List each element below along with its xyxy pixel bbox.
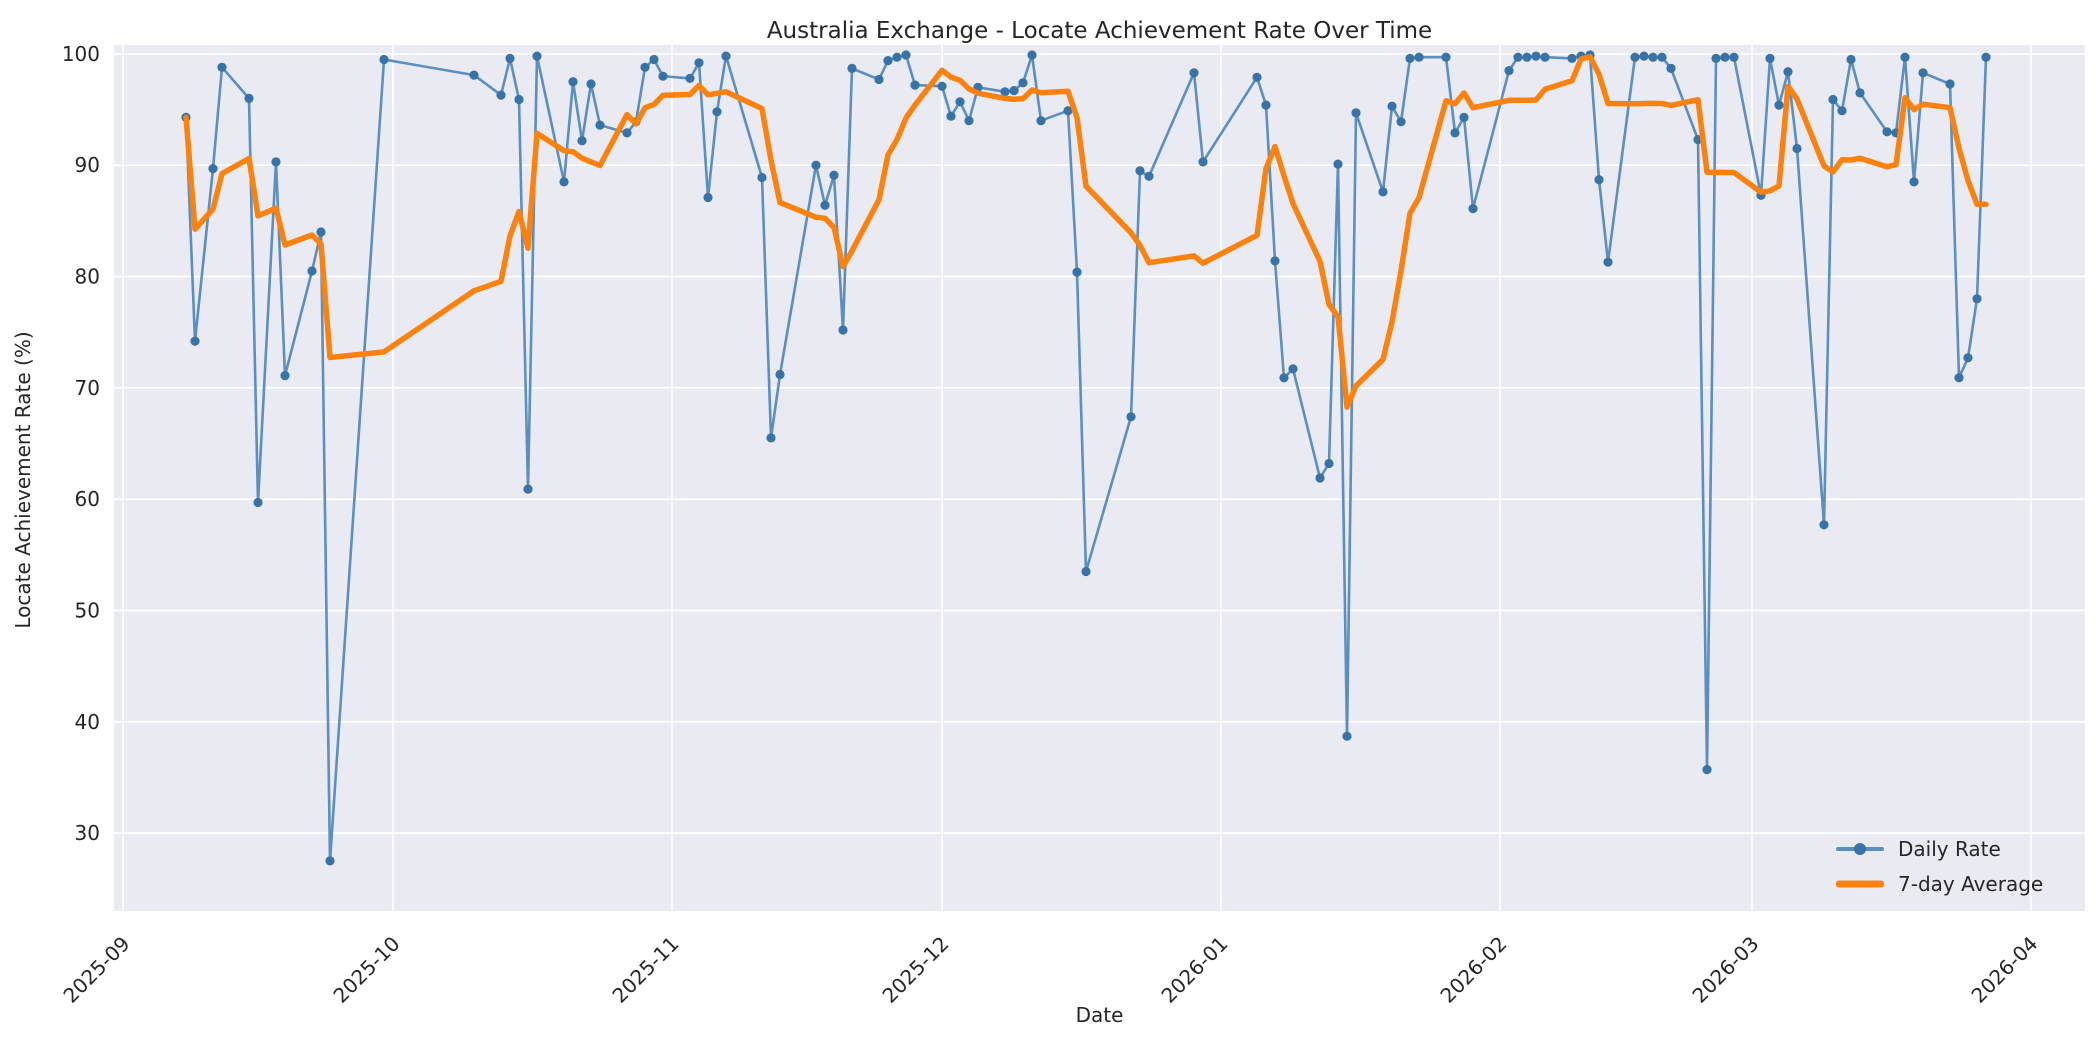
legend-item-7day-average: 7-day Average	[1836, 871, 2043, 897]
chart-title: Australia Exchange - Locate Achievement …	[766, 18, 1433, 44]
x-axis-label: Date	[1075, 1003, 1124, 1027]
svg-text:2025-09: 2025-09	[58, 932, 134, 1008]
daily-rate-line-swatch-icon	[1836, 836, 1884, 862]
svg-text:50: 50	[75, 598, 100, 622]
daily-rate-markers	[181, 50, 1991, 866]
svg-text:2026-01: 2026-01	[1156, 932, 1232, 1008]
y-tick-labels: 30 40 50 60 70 80 90 100	[62, 42, 100, 845]
svg-text:100: 100	[62, 42, 100, 66]
y-axis-label: Locate Achievement Rate (%)	[11, 331, 35, 629]
seven-day-average-line	[183, 54, 1989, 410]
x-tick-labels: 2025-09 2025-10 2025-11 2025-12 2026-01 2026-…	[58, 932, 2042, 1008]
legend-item-daily-rate: Daily Rate	[1836, 836, 2043, 862]
svg-text:2025-11: 2025-11	[607, 932, 683, 1008]
svg-text:40: 40	[75, 710, 100, 734]
axes-background	[114, 45, 2085, 911]
svg-text:2025-10: 2025-10	[328, 932, 404, 1008]
svg-text:2026-02: 2026-02	[1435, 932, 1511, 1008]
svg-text:30: 30	[75, 821, 100, 845]
legend-label-daily-rate: Daily Rate	[1898, 837, 2001, 861]
gridlines	[114, 45, 2085, 911]
legend: Daily Rate 7-day Average	[1836, 836, 2043, 897]
svg-text:90: 90	[75, 153, 100, 177]
svg-text:2026-04: 2026-04	[1966, 932, 2042, 1008]
svg-text:2026-03: 2026-03	[1687, 932, 1763, 1008]
svg-text:80: 80	[75, 265, 100, 289]
svg-text:60: 60	[75, 487, 100, 511]
avg-line-swatch-icon	[1836, 871, 1884, 897]
svg-text:70: 70	[75, 376, 100, 400]
svg-text:2025-12: 2025-12	[877, 932, 953, 1008]
legend-label-7day-average: 7-day Average	[1898, 872, 2044, 896]
